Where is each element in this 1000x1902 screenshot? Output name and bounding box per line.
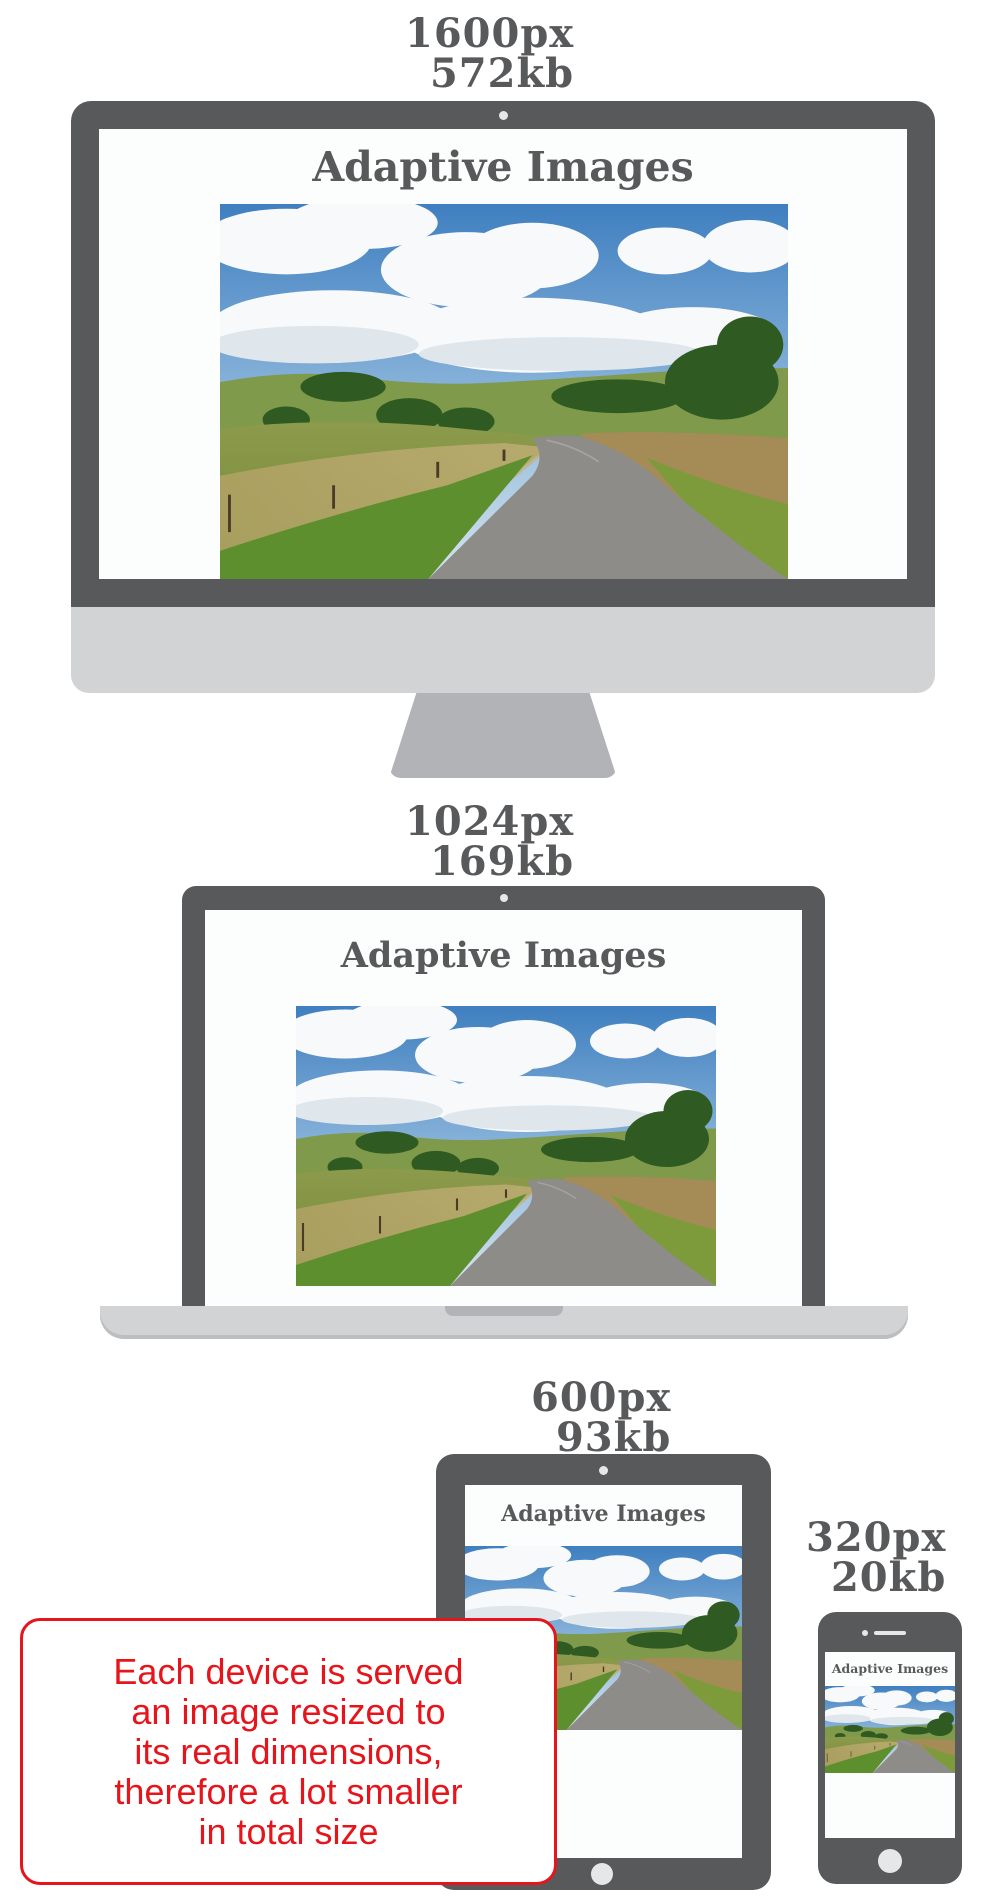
info-callout-box: Each device is served an image resized t… — [20, 1618, 557, 1885]
phone-filesize-label: 20kb — [830, 1554, 947, 1601]
phone-screen: Adaptive Images — [825, 1652, 955, 1838]
laptop: Adaptive Images — [100, 886, 908, 1339]
info-callout-text: Each device is served an image resized t… — [113, 1650, 464, 1852]
phone-size-label: 320px 20kb — [806, 1518, 946, 1598]
phone-landscape-photo — [825, 1686, 955, 1773]
phone: Adaptive Images — [818, 1612, 962, 1884]
desktop-chin — [71, 607, 935, 693]
desktop-stand — [389, 693, 617, 778]
laptop-page-heading: Adaptive Images — [340, 935, 667, 976]
laptop-landscape-photo — [296, 1006, 716, 1286]
tablet-camera — [599, 1466, 608, 1475]
desktop-page-heading: Adaptive Images — [312, 143, 694, 191]
desktop-width-label: 1600px — [405, 10, 575, 57]
phone-speaker — [874, 1631, 906, 1635]
desktop-filesize-label: 572kb — [429, 50, 575, 97]
desktop-landscape-photo — [220, 204, 788, 579]
tablet-page-heading: Adaptive Images — [501, 1501, 706, 1527]
desktop-monitor: Adaptive Images — [71, 101, 935, 693]
laptop-filesize-label: 169kb — [429, 838, 575, 885]
laptop-size-label: 1024px 169kb — [405, 802, 574, 882]
desktop-camera — [499, 111, 508, 120]
laptop-width-label: 1024px — [405, 798, 575, 845]
phone-page-heading: Adaptive Images — [831, 1661, 949, 1676]
phone-camera — [862, 1630, 868, 1636]
desktop-screen: Adaptive Images — [99, 129, 907, 579]
desktop-size-label: 1600px 572kb — [405, 14, 574, 94]
phone-width-label: 320px — [806, 1514, 947, 1561]
tablet-width-label: 600px — [531, 1374, 672, 1421]
laptop-screen: Adaptive Images — [205, 910, 802, 1306]
laptop-camera — [500, 894, 508, 902]
laptop-thumb-notch — [445, 1306, 563, 1316]
tablet-home-button — [591, 1863, 613, 1885]
tablet-size-label: 600px 93kb — [531, 1378, 671, 1458]
tablet-filesize-label: 93kb — [555, 1414, 672, 1461]
phone-home-button — [878, 1849, 902, 1873]
